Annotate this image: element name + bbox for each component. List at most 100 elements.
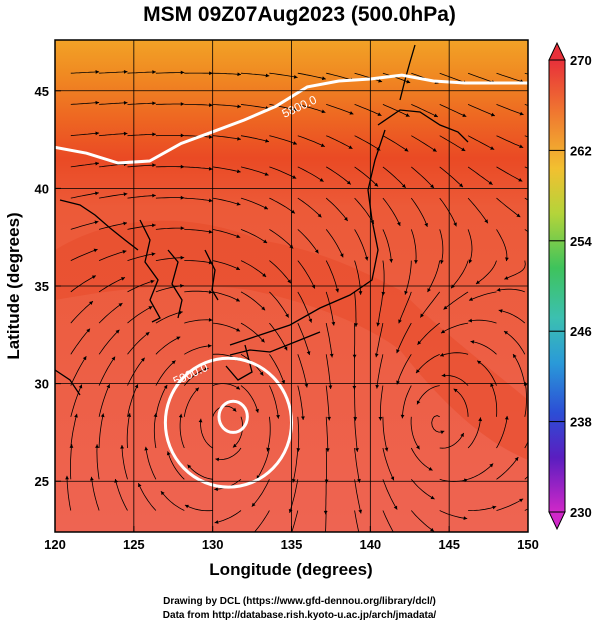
streamline	[411, 135, 437, 152]
streamline	[184, 319, 213, 324]
streamline	[496, 415, 508, 449]
streamline	[297, 197, 322, 218]
streamline	[145, 446, 157, 480]
streamline	[325, 510, 327, 532]
streamline	[410, 197, 428, 228]
streamline-arrow	[489, 463, 494, 468]
streamline	[297, 354, 308, 388]
streamline-arrow	[283, 346, 288, 351]
streamline	[476, 360, 497, 386]
streamline-arrow	[195, 387, 199, 392]
streamline-arrow	[207, 344, 212, 348]
streamline	[453, 388, 469, 417]
streamline	[155, 384, 168, 417]
streamline-arrow	[69, 444, 74, 448]
streamline	[297, 229, 319, 254]
streamline-arrow	[311, 284, 316, 289]
streamline-arrow	[123, 100, 128, 105]
streamline	[325, 323, 333, 358]
streamline-arrow	[281, 380, 286, 384]
streamline	[240, 197, 269, 210]
streamline-arrow	[374, 182, 379, 187]
streamline-arrow	[463, 516, 468, 521]
streamline	[127, 71, 156, 74]
streamline	[98, 222, 128, 230]
streamline-arrow	[178, 310, 183, 315]
streamline	[200, 418, 213, 449]
streamline-arrow	[440, 259, 444, 264]
streamline-arrow	[214, 520, 219, 524]
streamline-arrow	[263, 239, 268, 244]
streamline	[382, 447, 395, 481]
streamline	[114, 478, 128, 511]
streamline-arrow	[348, 145, 353, 149]
streamline	[398, 291, 412, 324]
streamline-arrow	[317, 213, 322, 218]
streamline	[98, 329, 120, 355]
colorbar-max-arrow	[548, 41, 566, 61]
streamline	[212, 291, 241, 302]
streamline-arrow	[144, 446, 149, 451]
streamline-arrow	[430, 495, 435, 500]
streamline	[468, 319, 497, 324]
streamline-arrow	[261, 306, 266, 311]
streamline	[410, 447, 433, 471]
streamline-arrow	[441, 373, 446, 378]
streamline	[214, 510, 242, 524]
streamline-arrow	[534, 416, 538, 420]
streamline-arrow	[335, 288, 340, 293]
streamline	[99, 133, 128, 137]
streamline	[212, 322, 241, 332]
streamline-arrow	[184, 504, 189, 509]
streamline-arrow	[166, 451, 171, 456]
streamline	[439, 166, 464, 188]
streamline-arrow	[353, 417, 358, 421]
streamline-arrow	[250, 533, 254, 537]
contour-line	[217, 399, 249, 434]
x-tick-label: 125	[123, 537, 145, 552]
streamline-arrow	[123, 221, 128, 226]
streamline-arrow	[285, 313, 289, 318]
streamline	[382, 479, 398, 510]
streamline	[496, 498, 524, 511]
streamline	[184, 504, 213, 512]
streamline	[240, 135, 270, 143]
streamline	[496, 197, 521, 218]
streamline-arrow	[293, 74, 298, 79]
x-axis-label: Longitude (degrees)	[209, 560, 372, 579]
streamline-arrow	[91, 275, 96, 279]
streamline-arrow	[251, 502, 256, 507]
streamline	[91, 476, 100, 511]
streamline	[127, 306, 153, 324]
streamline-arrow	[208, 317, 213, 322]
streamline-arrow	[358, 291, 363, 295]
x-tick-label: 140	[359, 537, 381, 552]
streamline-arrow	[152, 70, 156, 74]
streamline	[153, 413, 157, 449]
streamline-arrow	[514, 457, 519, 462]
streamline-arrow	[490, 112, 495, 117]
y-tick-label: 25	[35, 474, 49, 489]
streamline-arrow	[263, 205, 268, 210]
streamline-arrow	[237, 136, 241, 141]
colorbar-tick-label: 270	[570, 53, 592, 68]
streamline	[291, 510, 299, 532]
streamline-arrow	[430, 527, 435, 532]
streamline-arrow	[401, 184, 406, 188]
streamline	[98, 356, 116, 386]
streamline-arrow	[232, 443, 237, 448]
streamline-arrow	[427, 288, 431, 293]
streamline	[382, 416, 388, 452]
streamline	[215, 447, 242, 460]
streamline-arrow	[237, 104, 241, 109]
streamline-arrow	[180, 195, 185, 200]
streamline-arrow	[89, 476, 94, 481]
credit-data: Data from http://database.rish.kyoto-u.a…	[162, 610, 437, 621]
streamline-arrow	[378, 78, 383, 83]
streamline-arrow	[82, 356, 87, 361]
streamline	[269, 197, 296, 214]
streamline-arrow	[152, 163, 156, 168]
streamline-arrow	[424, 222, 428, 227]
streamline	[354, 72, 383, 83]
streamline-arrow	[215, 457, 220, 462]
